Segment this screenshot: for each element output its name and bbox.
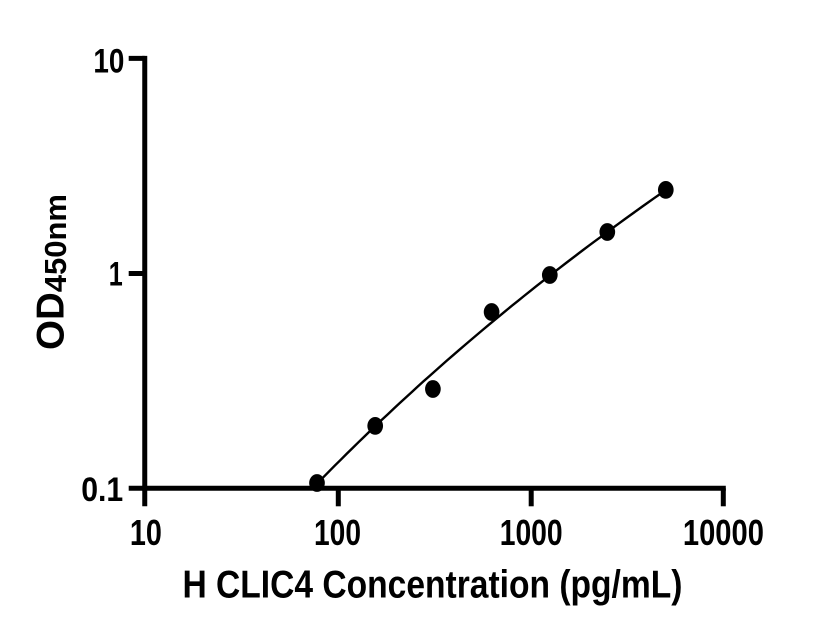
svg-text:1: 1: [109, 256, 123, 294]
svg-text:1000: 1000: [500, 512, 563, 553]
svg-text:100: 100: [314, 512, 361, 553]
svg-text:10: 10: [130, 512, 162, 553]
svg-text:10000: 10000: [683, 512, 764, 553]
svg-text:10: 10: [93, 43, 124, 81]
svg-text:0.1: 0.1: [81, 471, 123, 509]
svg-text:H CLIC4 Concentration (pg/mL): H CLIC4 Concentration (pg/mL): [182, 563, 682, 606]
